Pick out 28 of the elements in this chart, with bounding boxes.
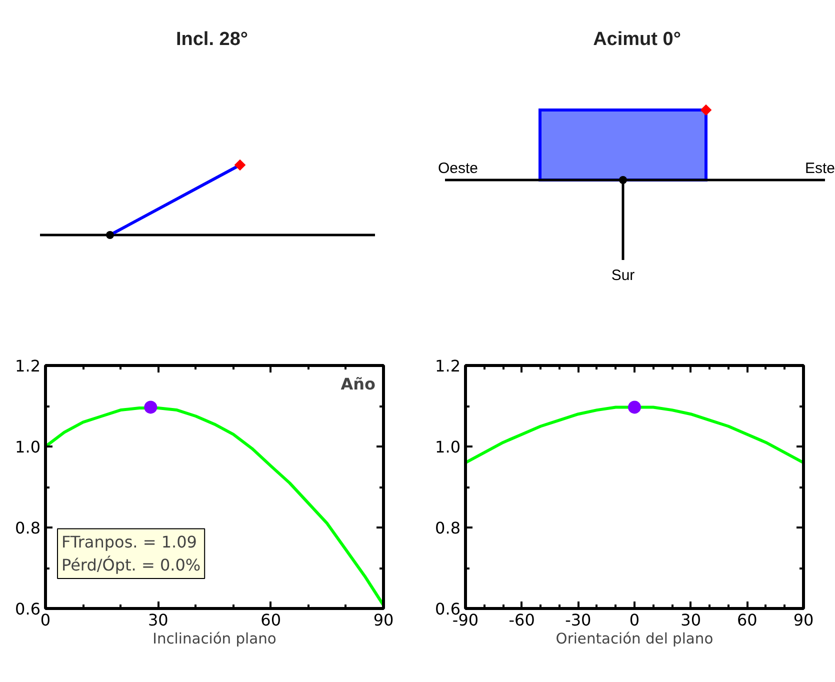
annotation: Año <box>340 374 376 394</box>
x-tick-label: 90 <box>793 610 814 630</box>
x-axis-title: Orientación del plano <box>556 630 714 648</box>
y-tick-label: 0.8 <box>15 518 41 538</box>
x-tick-label: 60 <box>260 610 282 630</box>
x-tick-label: 90 <box>373 610 394 630</box>
annotation: FTranpos. = 1.09 <box>62 532 197 552</box>
y-tick-label: 1.2 <box>435 356 461 376</box>
x-tick-label: -60 <box>508 610 535 630</box>
annotation: Pérd/Ópt. = 0.0% <box>62 556 201 574</box>
x-tick-label: 0 <box>40 610 51 630</box>
line-series <box>466 406 804 464</box>
x-tick-label: 30 <box>680 610 702 630</box>
y-tick-label: 1.0 <box>435 438 461 456</box>
y-tick-label: 1.2 <box>15 356 41 376</box>
x-tick-label: -30 <box>565 610 592 630</box>
y-tick-label: 1.0 <box>15 438 41 456</box>
text: Incl. 28° <box>176 29 248 50</box>
x-tick-label: 30 <box>148 610 168 630</box>
x-tick-label: 0 <box>629 610 640 630</box>
text: Acimut 0° <box>593 29 681 50</box>
x-tick-label: 60 <box>736 610 758 630</box>
text: Oeste <box>438 160 478 177</box>
y-tick-label: 0.6 <box>15 600 41 618</box>
x-axis-title: Inclinación plano <box>152 630 276 648</box>
text: Este <box>804 160 835 177</box>
text: Sur <box>611 267 635 284</box>
y-tick-label: 0.8 <box>435 518 461 538</box>
